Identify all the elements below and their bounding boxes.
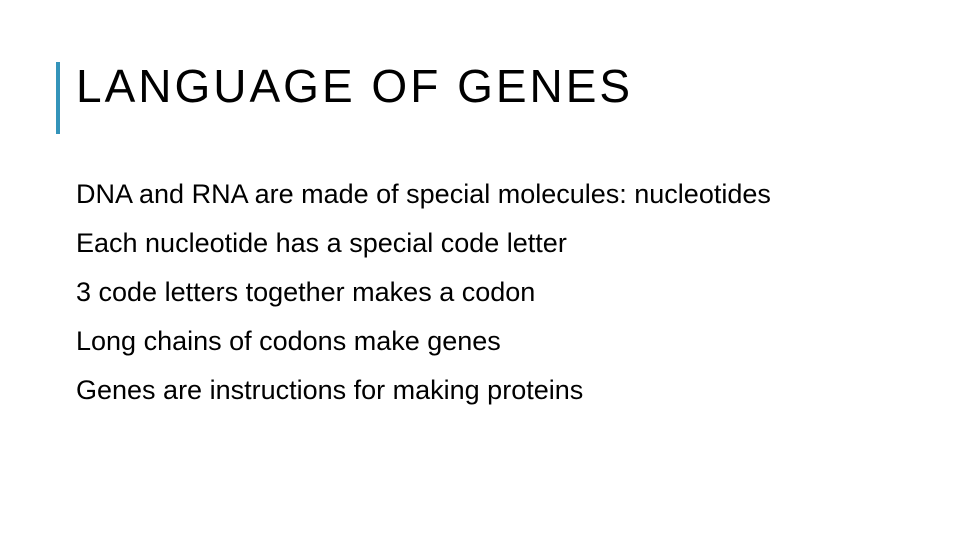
body-line: Long chains of codons make genes (70, 325, 890, 358)
slide-title: LANGUAGE OF GENES (76, 62, 633, 110)
body-line: Each nucleotide has a special code lette… (70, 227, 890, 260)
body-line: Genes are instructions for making protei… (70, 374, 890, 407)
title-accent-bar (56, 62, 60, 134)
body-line: 3 code letters together makes a codon (70, 276, 890, 309)
slide: LANGUAGE OF GENES DNA and RNA are made o… (0, 0, 960, 540)
body-line: DNA and RNA are made of special molecule… (70, 178, 890, 211)
slide-body: DNA and RNA are made of special molecule… (70, 178, 890, 423)
title-block: LANGUAGE OF GENES (56, 62, 633, 134)
